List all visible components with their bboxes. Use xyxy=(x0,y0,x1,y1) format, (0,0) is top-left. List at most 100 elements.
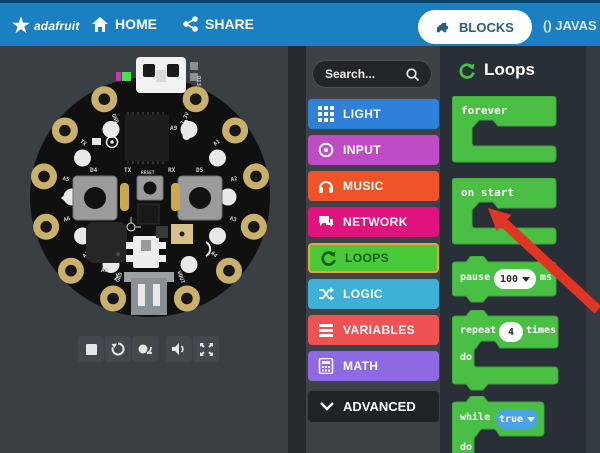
loop-icon xyxy=(459,62,475,79)
home-button[interactable]: HOME xyxy=(92,16,157,32)
category-label: LIGHT xyxy=(343,107,381,121)
fullscreen-button[interactable] xyxy=(193,336,219,362)
search-input[interactable]: Search... xyxy=(312,60,432,88)
svg-text:A1: A1 xyxy=(213,138,222,147)
category-label: MATH xyxy=(343,359,379,373)
category-input[interactable]: INPUT xyxy=(308,135,439,165)
tab-blocks[interactable]: BLOCKS xyxy=(418,10,532,44)
block-repeat[interactable]: repeat 4 times do xyxy=(451,309,560,392)
circuit-playground-board: 3.3V A1 A2 A3 A4 VOUT GND A7 A6 A5 TX GN… xyxy=(30,57,270,317)
loop-icon xyxy=(321,251,336,266)
category-label: INPUT xyxy=(343,143,381,157)
stop-icon xyxy=(85,343,97,355)
tab-javascript[interactable]: () JAVAS xyxy=(543,18,597,33)
board-pin-pad xyxy=(190,62,198,70)
shuffle-icon xyxy=(319,287,334,301)
puzzle-icon xyxy=(436,22,449,32)
category-variables[interactable]: VARIABLES xyxy=(308,315,439,345)
board-label-rx: RX xyxy=(168,167,176,174)
pause-value-dropdown[interactable]: 100 xyxy=(494,269,536,289)
grid-icon xyxy=(318,106,334,122)
button-a-marker xyxy=(61,192,68,204)
toolbox: Search... LIGHT INPUT M xyxy=(306,46,440,453)
battery-connector xyxy=(124,272,174,315)
block-pause[interactable]: pause 100 ms xyxy=(451,255,558,304)
home-icon xyxy=(92,16,108,32)
category-logic[interactable]: LOGIC xyxy=(308,279,439,309)
board-label-d4: D4 xyxy=(90,167,98,174)
flyout-title: Loops xyxy=(458,60,535,80)
board-label-d13: D13 xyxy=(195,76,201,86)
microphone xyxy=(171,224,193,244)
block-label: forever xyxy=(461,104,508,117)
advanced-toggle[interactable]: ADVANCED xyxy=(308,391,439,422)
while-do-label: do xyxy=(460,442,473,453)
main-chip xyxy=(125,112,169,164)
axis-marker xyxy=(126,217,141,232)
gold-capacitor xyxy=(120,183,129,211)
svg-text:VOUT: VOUT xyxy=(175,270,185,285)
speaker xyxy=(86,222,127,263)
block-while[interactable]: while true do xyxy=(452,396,546,453)
reset-button[interactable] xyxy=(136,175,164,201)
stop-button[interactable] xyxy=(78,336,104,362)
board-label-tx: TX xyxy=(124,167,132,174)
board-label-reset: RESET xyxy=(141,170,155,176)
category-light[interactable]: LIGHT xyxy=(308,99,439,129)
board-pin-pad xyxy=(190,73,198,81)
button-b-marker xyxy=(227,192,234,204)
calculator-icon xyxy=(318,358,334,374)
svg-text:TX: TX xyxy=(78,139,87,148)
repeat-suffix-label: times xyxy=(526,325,557,336)
button-b[interactable] xyxy=(177,175,223,221)
gold-capacitor xyxy=(171,183,180,211)
dropdown-arrow-icon xyxy=(522,276,531,282)
ir-sensor-icons xyxy=(92,135,119,149)
block-forever[interactable]: forever xyxy=(451,95,558,164)
share-label: SHARE xyxy=(205,16,255,32)
svg-text:A9: A9 xyxy=(170,125,178,132)
category-network[interactable]: NETWORK xyxy=(308,207,439,237)
sensor-chip xyxy=(156,226,168,238)
svg-text:A4: A4 xyxy=(209,251,218,260)
button-a[interactable] xyxy=(72,175,118,221)
slide-switch[interactable] xyxy=(126,236,166,268)
block-label: pause xyxy=(460,272,491,283)
category-math[interactable]: MATH xyxy=(308,351,439,381)
pause-unit-label: ms xyxy=(540,272,553,283)
panel-divider xyxy=(288,46,306,453)
simulator-panel: 3.3V A1 A2 A3 A4 VOUT GND A7 A6 A5 TX GN… xyxy=(0,46,288,453)
svg-text:GND: GND xyxy=(110,113,120,125)
header-bar: ★ adafruit HOME SHARE BLOCKS () JAVAS xyxy=(0,0,600,46)
while-condition: true xyxy=(498,413,524,425)
headphones-icon xyxy=(319,181,333,193)
svg-text:GND: GND xyxy=(115,271,124,283)
while-condition-dropdown[interactable]: true xyxy=(496,409,538,429)
svg-text:3.3V: 3.3V xyxy=(180,111,191,126)
adafruit-logo[interactable]: ★ adafruit xyxy=(12,16,80,36)
category-label: LOGIC xyxy=(343,287,383,301)
workspace[interactable] xyxy=(586,46,600,453)
dropdown-arrow-icon xyxy=(527,416,536,422)
restart-icon xyxy=(111,342,125,356)
block-on-start[interactable]: on start xyxy=(451,177,558,246)
restart-button[interactable] xyxy=(105,336,131,362)
variables-icon xyxy=(319,324,333,337)
javascript-label: () JAVAS xyxy=(543,18,597,33)
snail-icon xyxy=(138,344,152,354)
mute-button[interactable] xyxy=(166,336,192,362)
svg-text:A5: A5 xyxy=(62,176,70,183)
category-label: MUSIC xyxy=(343,179,384,193)
share-button[interactable]: SHARE xyxy=(183,16,254,32)
search-icon xyxy=(406,67,419,81)
block-label: repeat xyxy=(460,325,497,336)
category-loops[interactable]: LOOPS xyxy=(308,243,439,273)
category-label: NETWORK xyxy=(343,215,408,229)
temperature-sensor: A9 xyxy=(170,120,191,140)
repeat-count-field[interactable]: 4 xyxy=(499,322,523,342)
brand-label: adafruit xyxy=(33,19,80,33)
board-label-a0: A0 xyxy=(101,267,109,274)
pause-value: 100 xyxy=(499,273,519,285)
slow-motion-button[interactable] xyxy=(132,336,158,362)
category-music[interactable]: MUSIC xyxy=(308,171,439,201)
